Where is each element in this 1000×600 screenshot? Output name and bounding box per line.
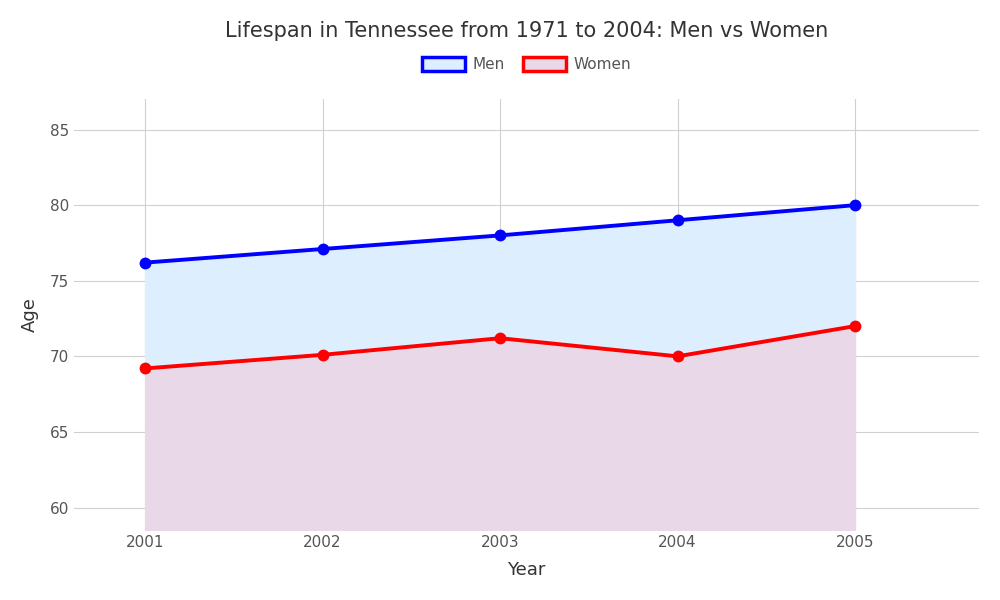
Y-axis label: Age: Age xyxy=(21,298,39,332)
X-axis label: Year: Year xyxy=(507,561,546,579)
Legend: Men, Women: Men, Women xyxy=(416,51,637,78)
Title: Lifespan in Tennessee from 1971 to 2004: Men vs Women: Lifespan in Tennessee from 1971 to 2004:… xyxy=(225,21,828,41)
